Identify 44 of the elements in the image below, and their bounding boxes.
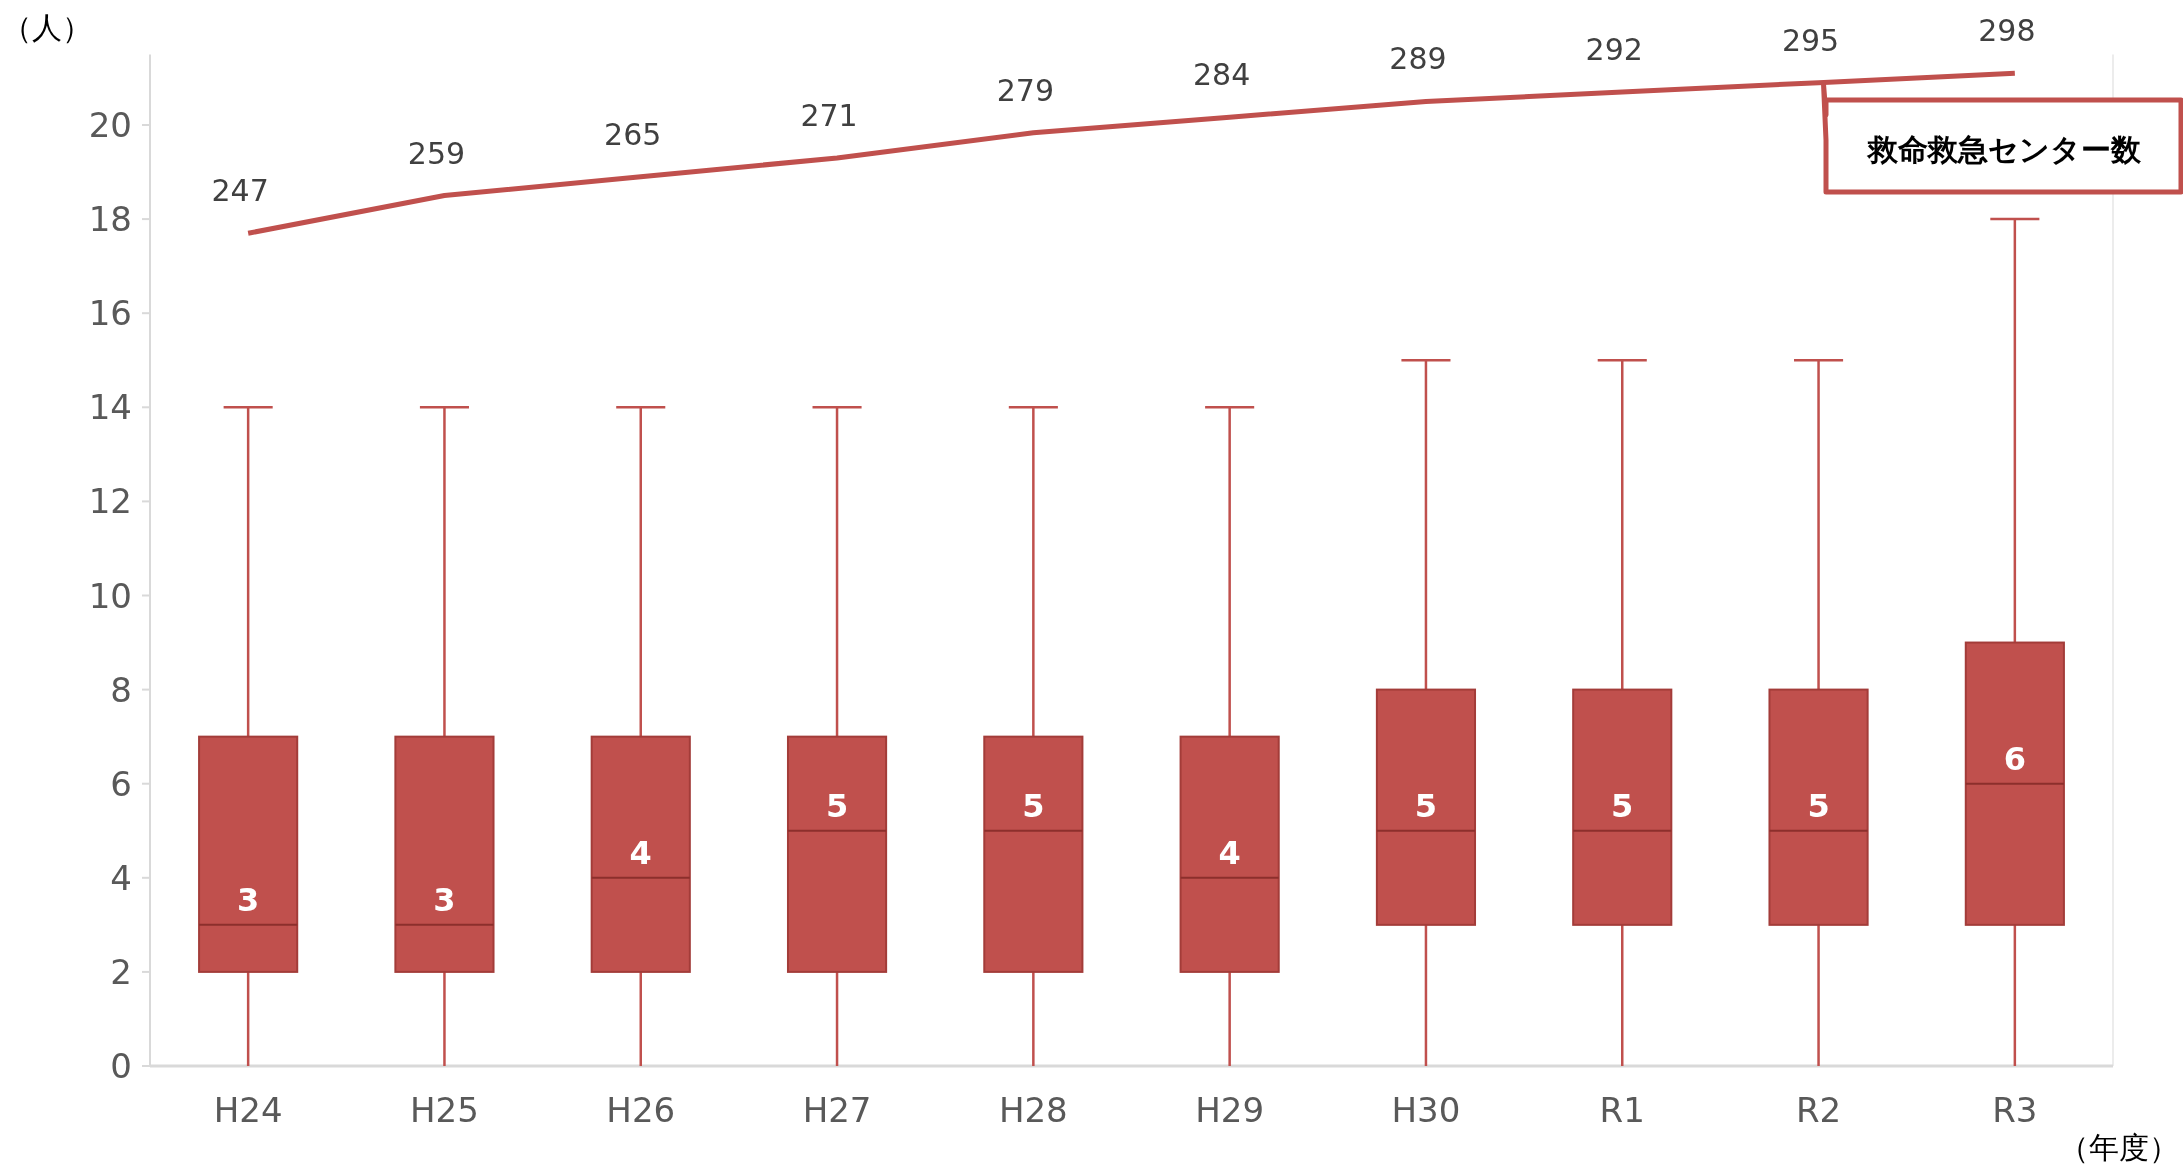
data-label: 289 (1389, 41, 1447, 77)
y-tick-label: 14 (88, 387, 132, 428)
y-tick-label: 0 (110, 1046, 132, 1086)
data-label: 284 (1193, 57, 1251, 93)
x-tick-label: R3 (1992, 1090, 2038, 1130)
y-tick-label: 8 (110, 669, 132, 710)
y-tick-label: 6 (110, 763, 132, 804)
text: 4 (629, 833, 652, 872)
data-label: 298 (1978, 13, 2036, 49)
y-tick-label: 4 (110, 857, 132, 898)
x-tick-label: H29 (1195, 1090, 1265, 1130)
x-tick-label: H28 (998, 1090, 1068, 1130)
text: 3 (237, 880, 260, 919)
data-label: 259 (407, 135, 466, 171)
text: 6 (2003, 739, 2026, 778)
x-tick-label: R1 (1599, 1090, 1645, 1130)
y-tick-label: 16 (88, 293, 132, 334)
x-axis-title: （年度） (2059, 1130, 2179, 1165)
data-label: 271 (800, 97, 858, 133)
series-label: 救命救急センター数 (1865, 132, 2142, 167)
text: 5 (825, 786, 849, 825)
text: 5 (1807, 786, 1830, 825)
y-tick-label: 20 (88, 105, 132, 145)
text: 5 (1022, 786, 1045, 825)
data-label: 292 (1585, 32, 1643, 68)
x-tick-label: H30 (1391, 1090, 1461, 1130)
x-tick-label: H27 (802, 1090, 872, 1130)
text: 5 (1611, 786, 1634, 825)
y-axis-title: （人） (2, 10, 92, 45)
y-tick-label: 12 (88, 481, 132, 522)
text: 3 (433, 880, 456, 919)
x-tick-label: R2 (1795, 1090, 1842, 1130)
data-label: 295 (1781, 22, 1840, 58)
y-tick-label: 18 (88, 199, 132, 240)
text: 4 (1218, 833, 1241, 872)
x-tick-label: H26 (606, 1090, 676, 1130)
x-tick-label: H25 (410, 1090, 479, 1130)
data-label: 247 (211, 173, 269, 209)
y-tick-label: 2 (110, 951, 132, 992)
x-tick-label: H24 (213, 1090, 283, 1130)
y-tick-label: 10 (88, 575, 132, 616)
text: 5 (1414, 786, 1438, 825)
data-label: 265 (604, 116, 662, 152)
data-label: 279 (996, 72, 1054, 108)
